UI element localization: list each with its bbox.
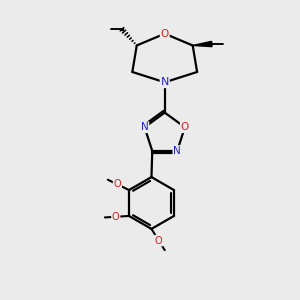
Text: O: O bbox=[114, 179, 121, 189]
Text: O: O bbox=[112, 212, 120, 222]
Text: N: N bbox=[141, 122, 148, 132]
Polygon shape bbox=[193, 41, 212, 46]
Text: N: N bbox=[173, 146, 181, 156]
Text: O: O bbox=[160, 29, 169, 39]
Text: O: O bbox=[155, 236, 163, 246]
Text: O: O bbox=[181, 122, 189, 132]
Text: N: N bbox=[160, 77, 169, 87]
